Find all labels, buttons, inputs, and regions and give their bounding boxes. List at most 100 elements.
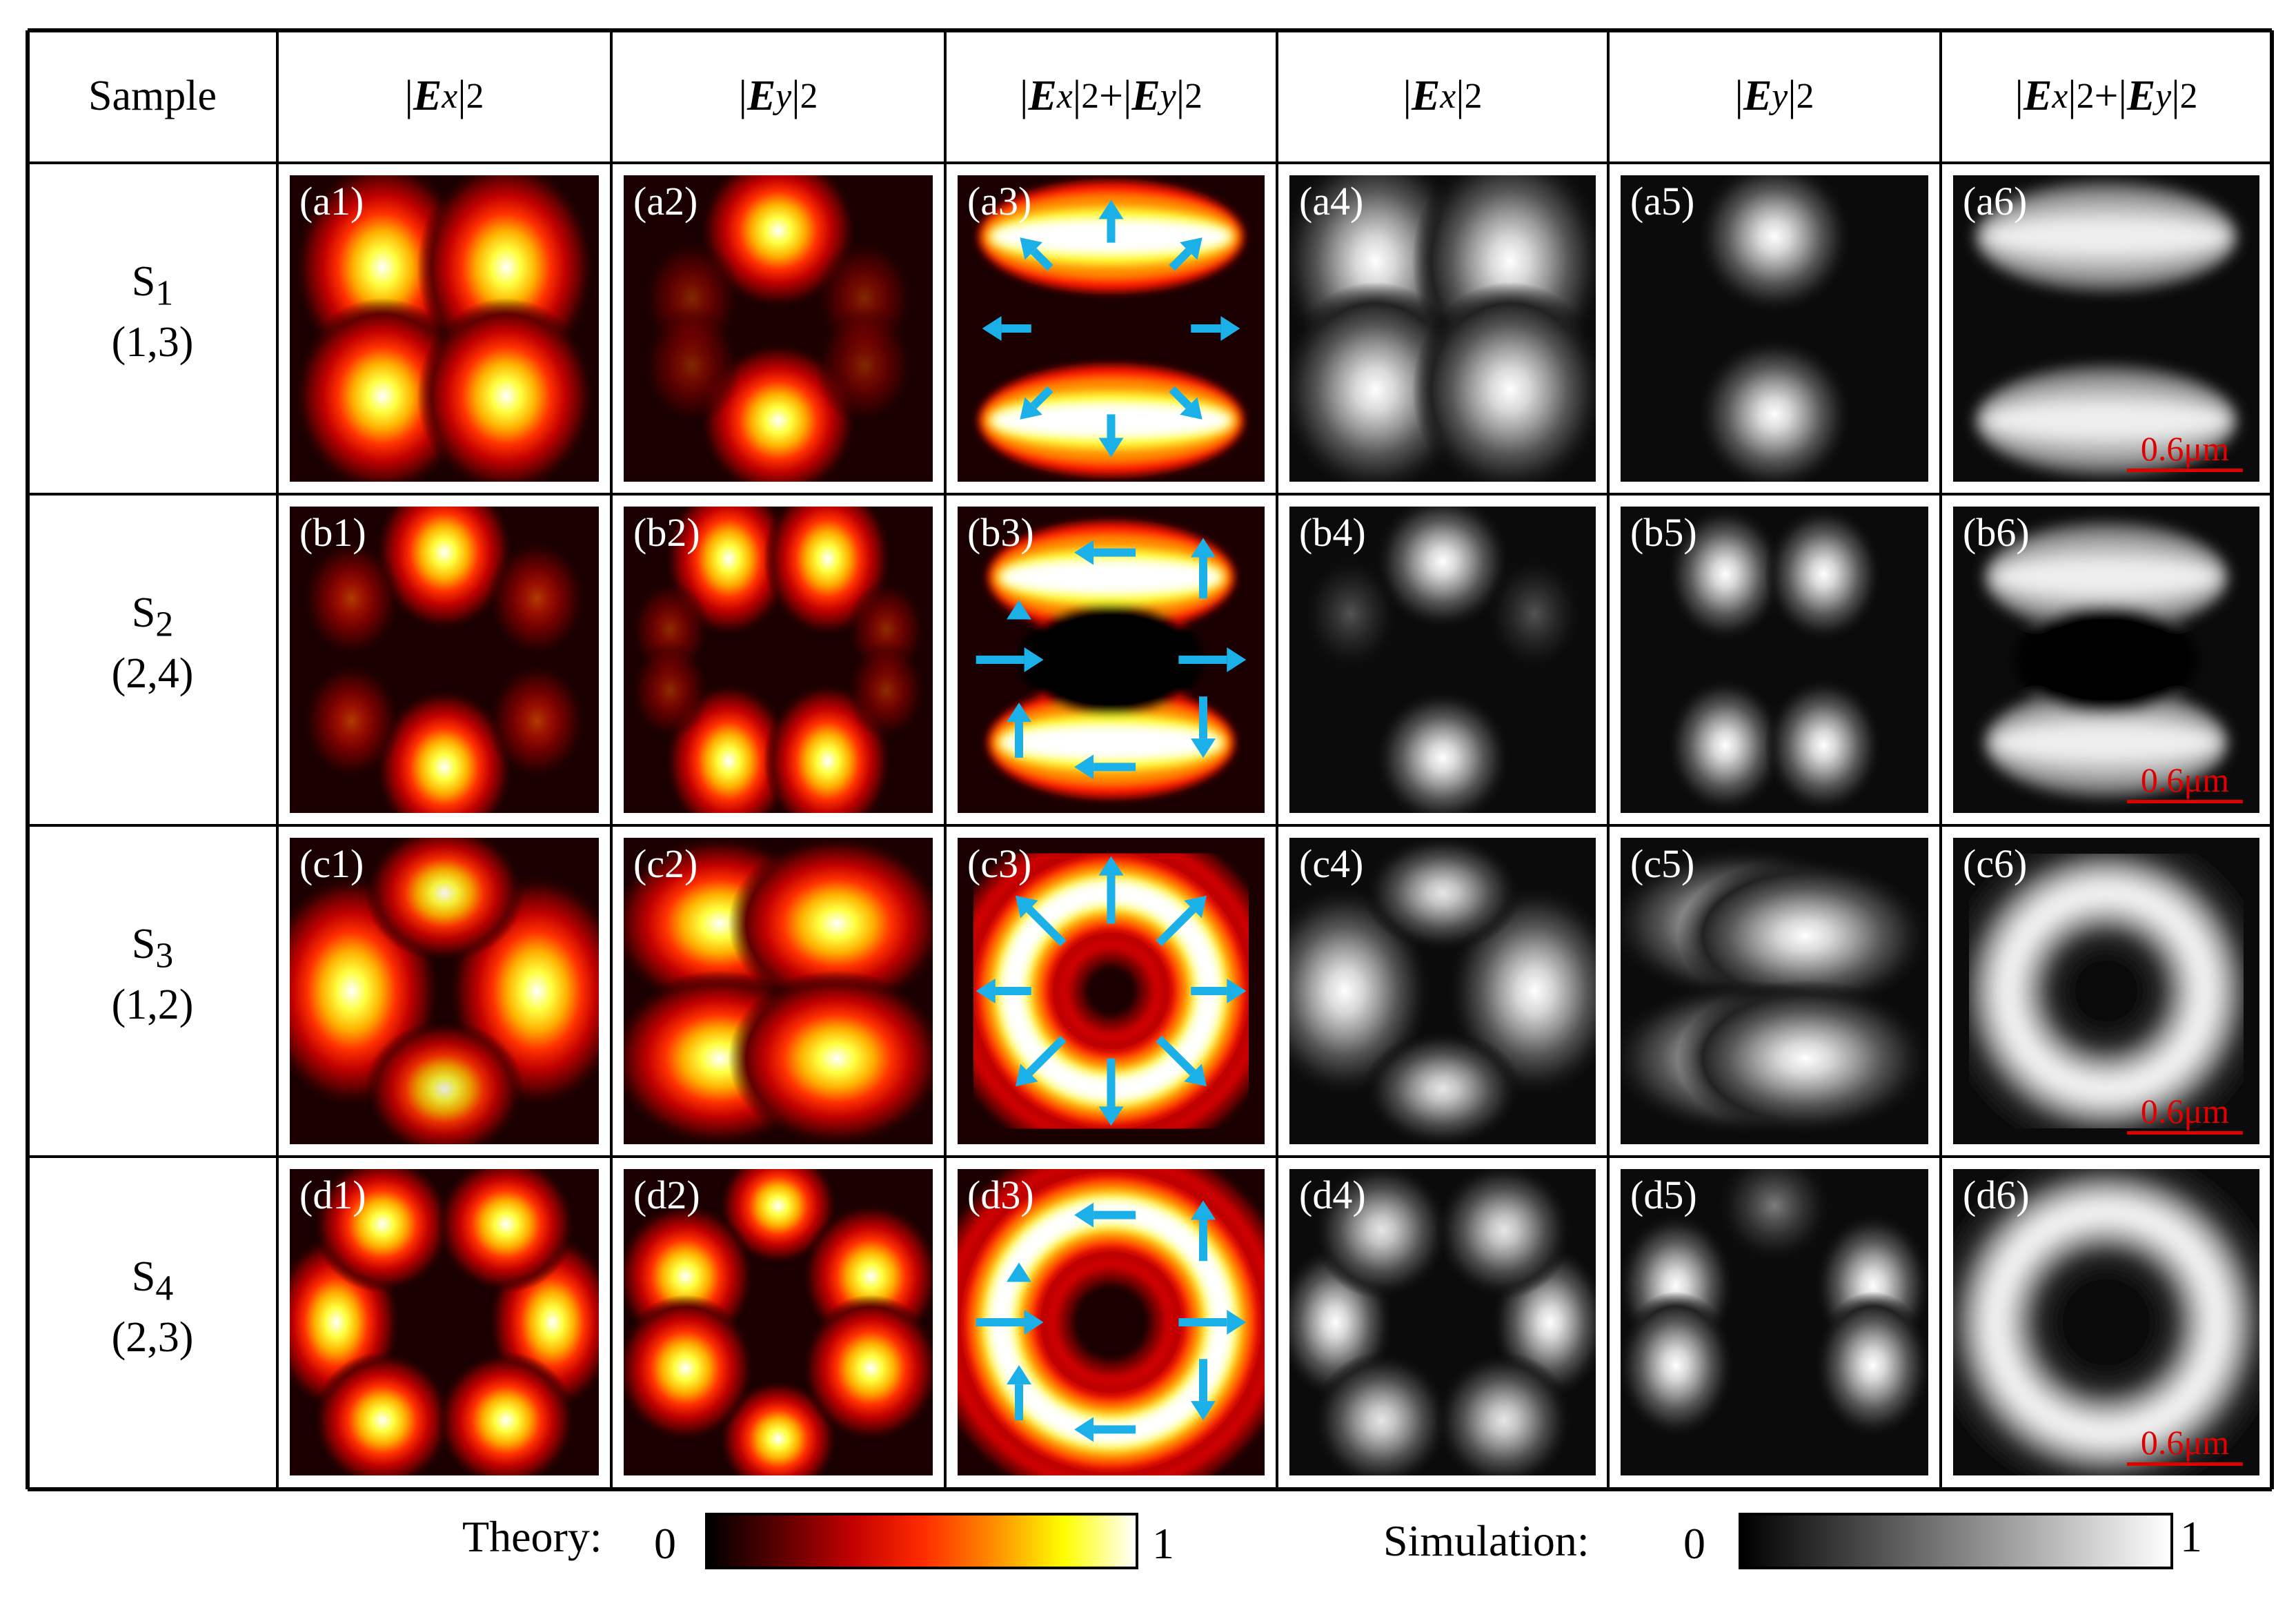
intensity-lobe [313,1351,452,1475]
scale-bar-line [2127,800,2243,803]
sample-label-2: S2 (2,4) [28,587,277,700]
simulation-colorbar [1739,1513,2173,1569]
simulation-field-image [1289,175,1596,482]
intensity-lobe [301,539,402,658]
intensity-lobe [719,1380,838,1475]
intensity-lobe [1666,676,1785,813]
scale-bar-line [2127,1131,2243,1135]
intensity-lobe [1621,1291,1735,1439]
polarization-arrow [1156,895,1207,947]
intensity-lobe [1301,555,1400,673]
polarization-arrow [1016,1035,1067,1087]
simulation-field-image [1953,1169,2259,1475]
intensity-lobe [1412,282,1596,482]
polarization-arrow [1191,1200,1216,1262]
theory-field-image [978,181,1244,476]
intensity-lobe [487,662,587,781]
intensity-lobe [375,507,514,631]
ring-pattern [1974,181,2239,476]
polarization-arrow [1178,647,1247,672]
polarization-arrow [976,1310,1044,1335]
theory-field-image [293,175,595,482]
field-panel-d6: (d6) 0.6μm [1953,1169,2259,1475]
polarization-arrow [1074,754,1136,780]
theory-field-image [958,838,1265,1144]
ring-band [1997,882,2215,1100]
intensity-lobe [437,1169,575,1293]
polarization-arrow [1020,237,1053,271]
theory-field-image [976,522,1247,798]
scale-bar-label: 0.6μm [2140,1423,2230,1462]
intensity-lobe [437,1351,575,1475]
intensity-lobe [1695,175,1854,315]
scale-bar-line [2127,1462,2243,1466]
simulation-field-image [1983,522,2230,798]
field-panel-d1: (d1) [290,1169,599,1475]
polarization-arrow [1191,979,1247,1003]
theory-field-image [630,507,927,813]
ring-band [1003,560,1219,594]
ring-band [1989,220,2224,253]
sample-label-3: S3 (1,2) [28,918,277,1032]
theory-field-image [301,507,587,813]
polarization-arrow [1074,1202,1136,1228]
ring-pattern [987,522,1235,798]
field-panel-a3: (a3) [958,175,1265,482]
mode-label-3: (1,2) [111,981,194,1028]
field-panel-c6: (c6) 0.6μm [1953,838,2259,1144]
polarization-arrow [1191,538,1216,599]
ring-pattern [1953,838,2259,1144]
scale-bar-label: 0.6μm [2140,761,2230,799]
simulation-field-image [1974,181,2239,476]
intensity-lobe [1374,689,1512,813]
scale-bar: 0.6μm [2127,1094,2243,1135]
intensity-lobe [728,970,933,1144]
polarization-arrow [1016,895,1067,947]
theory-legend-label: Theory: [462,1512,602,1561]
polarization-arrow [1169,237,1203,271]
field-panel-d3: (d3) [958,1169,1265,1475]
ring-core [2014,605,2199,715]
mode-label-1: (1,3) [111,318,194,366]
intensity-lobe [1312,1169,1450,1299]
polarization-arrow [976,647,1044,672]
scale-bar: 0.6μm [2127,763,2243,803]
simulation-legend-label: Simulation: [1383,1516,1590,1565]
polarization-arrow [1191,1359,1216,1421]
polarization-arrow [1098,199,1124,243]
sample-label-1: S1 (1,3) [28,255,277,369]
intensity-lobe [375,688,514,813]
ring-core [1019,605,1203,715]
intensity-lobe [1485,555,1584,673]
ring-band [1985,1201,2228,1444]
polarization-arrow [1178,1310,1247,1335]
field-panel-b5: (b5) [1621,507,1928,813]
polarization-arrow [1007,1262,1031,1282]
intensity-lobe [365,838,524,962]
field-panel-b1: (b1) [290,507,599,813]
intensity-lobe [802,1295,933,1442]
intensity-lobe [1677,980,1928,1137]
field-panel-c4: (c4) [1289,838,1596,1144]
intensity-lobe [1364,838,1521,952]
field-panel-b4: (b4) [1289,507,1596,813]
polarization-arrow [1007,600,1031,620]
polarization-arrow [1098,414,1124,458]
header-sample: Sample [88,72,217,119]
theory-field-image [642,175,915,482]
simulation-field-image [1695,175,1854,482]
scale-bar-line [2127,469,2243,472]
polarization-arrow [1156,1035,1207,1087]
intensity-lobe [1764,676,1883,813]
intensity-lobe [815,306,915,424]
intensity-lobe [1312,1351,1450,1475]
theory-field-image [290,838,599,1144]
intensity-lobe [1764,507,1883,643]
simulation-field-image [1301,507,1584,813]
theory-field-image [958,1169,1265,1475]
